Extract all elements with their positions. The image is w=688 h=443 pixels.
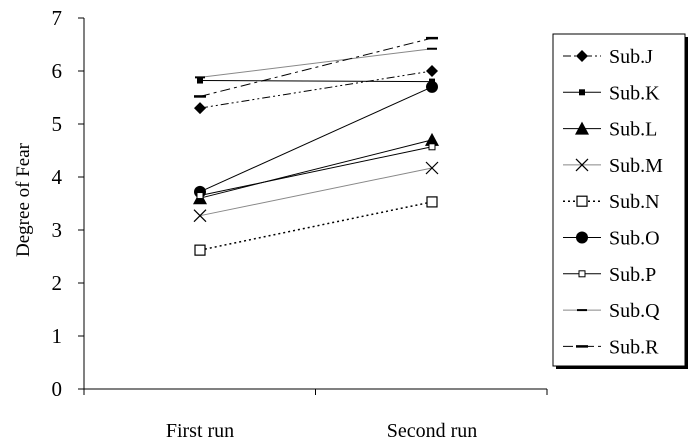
series-line (199, 48, 433, 78)
series-line (199, 37, 433, 97)
series-sub-j (194, 65, 438, 115)
y-tick-label: 3 (52, 218, 63, 242)
y-ticks: 0 1 2 3 4 5 6 7 (52, 6, 84, 401)
legend-box (552, 33, 686, 367)
series-sub-m (193, 161, 439, 223)
series-sub-r (194, 36, 438, 98)
series-sub-o (194, 80, 438, 198)
legend: Sub.J Sub.K Sub.L Sub.M Sub.N Sub.O Sub.P Sub.Q… (552, 33, 688, 369)
legend-item: Sub.Q (563, 300, 660, 322)
y-tick-label: 2 (52, 271, 63, 295)
data-point (196, 192, 204, 200)
data-point (426, 196, 438, 208)
legend-item: Sub.L (563, 119, 657, 141)
y-tick-label: 4 (52, 165, 63, 189)
y-tick-label: 6 (52, 59, 63, 83)
legend-label: Sub.N (609, 191, 660, 213)
series-line (199, 80, 433, 83)
legend-label: Sub.R (609, 336, 659, 358)
data-point (193, 209, 207, 223)
y-tick-label: 7 (52, 6, 63, 30)
data-point (426, 65, 438, 77)
y-tick-label: 0 (52, 377, 63, 401)
axes (83, 18, 547, 390)
y-tick-label: 1 (52, 324, 63, 348)
legend-marker (576, 50, 588, 62)
legend-label: Sub.J (609, 46, 653, 68)
legend-marker (576, 195, 588, 207)
legend-marker (575, 158, 589, 172)
legend-item: Sub.J (563, 46, 653, 68)
series-sub-p (196, 143, 436, 200)
data-point (425, 161, 439, 175)
legend-item: Sub.O (563, 228, 660, 250)
legend-item: Sub.K (563, 82, 660, 104)
series-line (199, 201, 433, 251)
legend-label: Sub.M (609, 155, 663, 177)
x-ticks: First run Second run (83, 389, 548, 442)
legend-item: Sub.P (563, 264, 656, 286)
series-sub-l (193, 132, 439, 205)
y-tick-label: 5 (52, 112, 63, 136)
legend-item: Sub.R (563, 336, 659, 358)
data-point (197, 77, 203, 84)
series-sub-k (197, 77, 435, 85)
legend-label: Sub.Q (609, 300, 660, 322)
legend-marker (578, 270, 586, 278)
legend-label: Sub.L (609, 119, 657, 141)
series-line (199, 139, 433, 199)
legend-marker (575, 121, 589, 135)
y-axis-label: Degree of Fear (13, 142, 34, 257)
legend-marker (576, 231, 588, 244)
legend-item: Sub.N (563, 191, 660, 213)
series-line (199, 167, 433, 217)
x-tick-label: First run (166, 420, 234, 442)
series-layer (193, 36, 439, 256)
legend-label: Sub.O (609, 228, 660, 250)
series-line (199, 86, 433, 193)
series-sub-n (194, 196, 438, 256)
legend-marker (579, 89, 585, 96)
data-point (194, 244, 206, 256)
x-tick-label: Second run (387, 420, 478, 442)
series-line (199, 146, 433, 197)
data-point (428, 143, 436, 151)
data-point (426, 80, 438, 93)
series-line (199, 70, 433, 109)
series-sub-q (195, 47, 437, 79)
data-point (425, 132, 439, 146)
legend-label: Sub.P (609, 264, 656, 286)
legend-item: Sub.M (563, 155, 663, 177)
legend-label: Sub.K (609, 82, 660, 104)
data-point (194, 102, 206, 115)
